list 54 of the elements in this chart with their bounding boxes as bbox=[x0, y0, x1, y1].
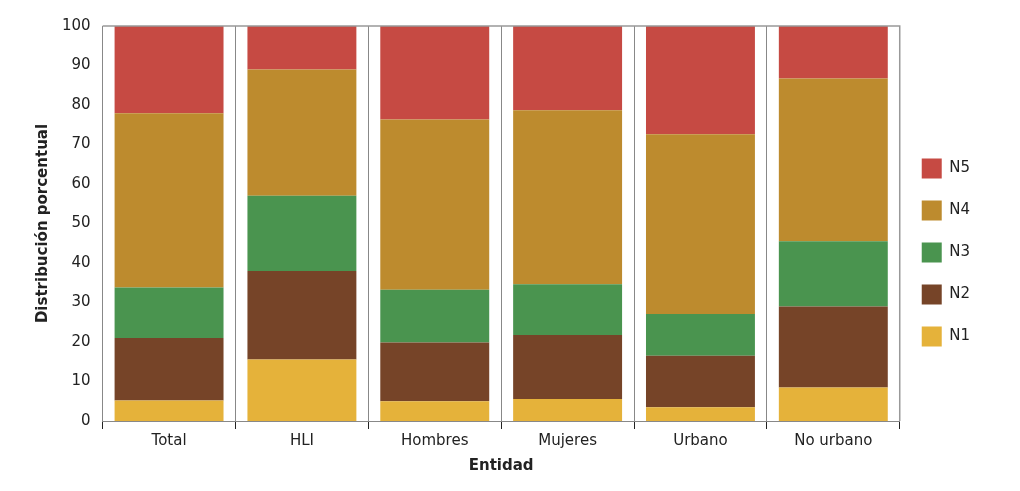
bar bbox=[513, 398, 623, 421]
bar bbox=[114, 287, 224, 339]
bar bbox=[513, 284, 623, 335]
bar bbox=[380, 26, 490, 120]
bar bbox=[247, 359, 357, 421]
bar bbox=[645, 407, 755, 421]
y-tick-label: 90 bbox=[71, 55, 91, 74]
bar bbox=[380, 342, 490, 402]
legend-label: N2 bbox=[949, 284, 970, 303]
bar bbox=[778, 241, 888, 307]
x-tick-label: No urbano bbox=[794, 430, 873, 449]
y-tick-label: 40 bbox=[71, 252, 91, 271]
bar bbox=[778, 306, 888, 388]
bar bbox=[380, 289, 490, 343]
bar bbox=[380, 401, 490, 421]
y-tick-label: 30 bbox=[71, 292, 91, 311]
bar bbox=[778, 78, 888, 242]
legend-label: N1 bbox=[949, 326, 970, 345]
bar bbox=[645, 313, 755, 356]
y-tick-label: 20 bbox=[71, 331, 91, 350]
bar bbox=[778, 387, 888, 421]
x-axis-title: Entidad bbox=[468, 455, 534, 474]
bar bbox=[247, 26, 357, 70]
bar bbox=[247, 195, 357, 271]
y-tick-label: 0 bbox=[81, 410, 91, 429]
bar bbox=[513, 26, 623, 111]
x-tick-label: Mujeres bbox=[538, 430, 598, 449]
y-tick-label: 100 bbox=[61, 15, 91, 34]
bar bbox=[247, 270, 357, 360]
bar bbox=[114, 400, 224, 421]
bar bbox=[645, 26, 755, 135]
y-tick-label: 10 bbox=[71, 371, 91, 390]
bar bbox=[645, 134, 755, 314]
bar bbox=[513, 110, 623, 285]
x-tick-label: Hombres bbox=[401, 430, 469, 449]
x-tick-label: Urbano bbox=[673, 430, 728, 449]
legend-label: N5 bbox=[949, 158, 970, 177]
y-axis-title: Distribución porcentual bbox=[32, 123, 51, 324]
x-tick-label: HLI bbox=[289, 430, 314, 449]
y-tick-label: 60 bbox=[71, 173, 91, 192]
bar bbox=[778, 26, 888, 79]
legend-label: N4 bbox=[949, 200, 970, 219]
bar bbox=[645, 355, 755, 408]
bar bbox=[114, 338, 224, 401]
bar bbox=[380, 119, 490, 290]
legend-label: N3 bbox=[949, 242, 970, 261]
bar bbox=[114, 26, 224, 114]
y-tick-label: 70 bbox=[71, 134, 91, 153]
y-tick-label: 50 bbox=[71, 213, 91, 232]
x-tick-label: Total bbox=[150, 430, 187, 449]
bar bbox=[114, 113, 224, 288]
y-tick-label: 80 bbox=[71, 94, 91, 113]
bar bbox=[247, 69, 357, 196]
bar bbox=[513, 334, 623, 399]
